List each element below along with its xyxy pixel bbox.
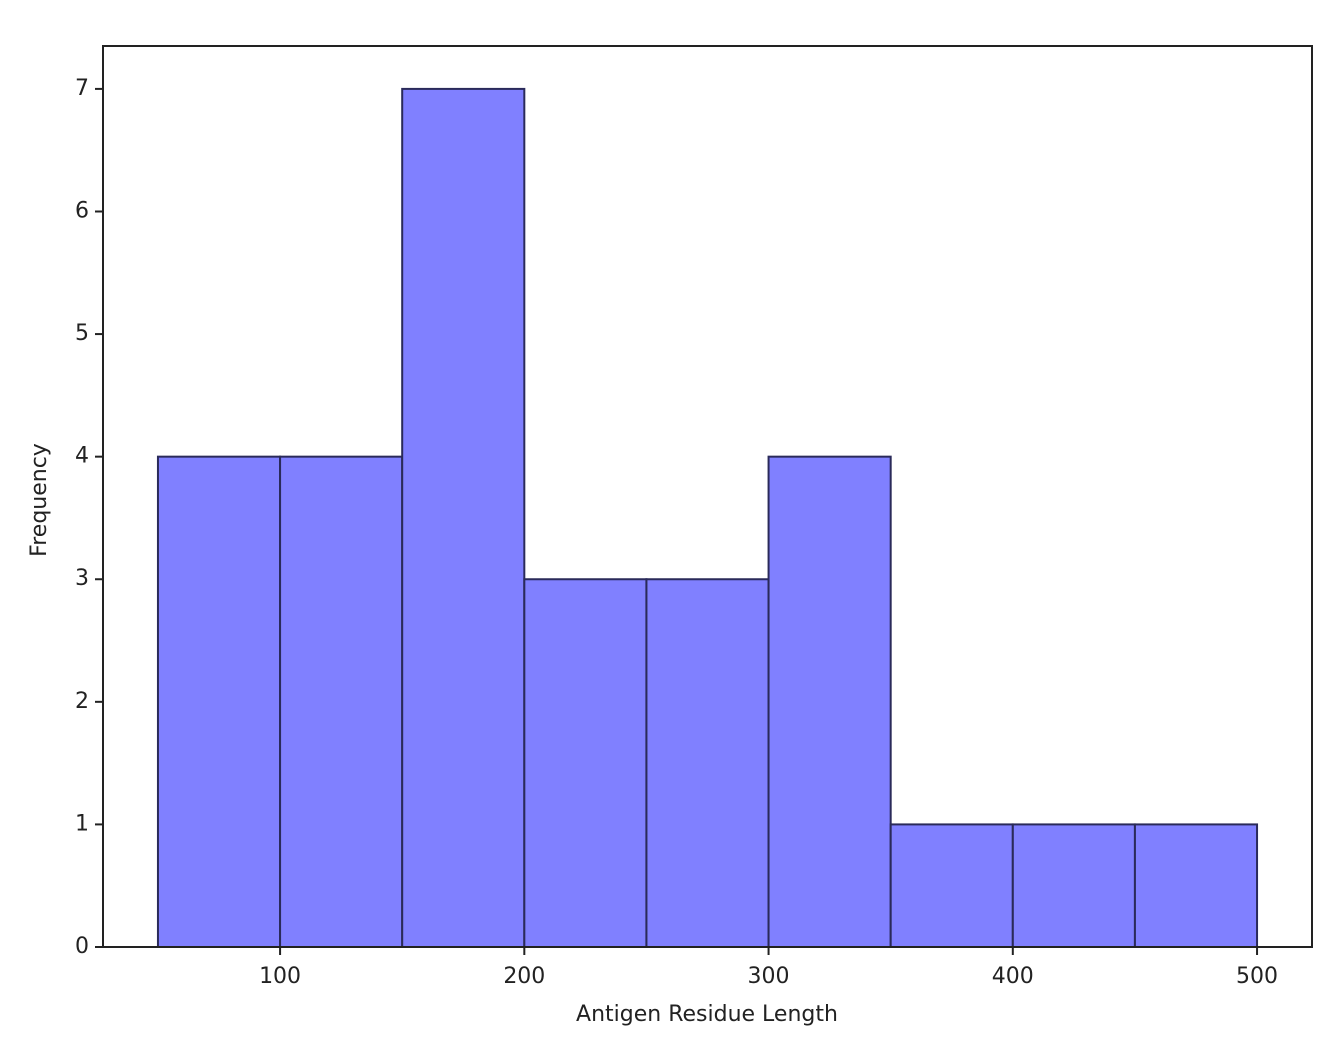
x-tick-label: 200	[503, 964, 545, 989]
y-tick-label: 3	[75, 566, 89, 591]
x-tick-label: 300	[748, 964, 790, 989]
bar	[767, 455, 892, 948]
y-tick-label: 4	[75, 444, 89, 469]
bar	[401, 87, 526, 948]
x-axis-label: Antigen Residue Length	[576, 1002, 838, 1027]
y-tick-label: 0	[75, 934, 89, 959]
y-tick-label: 1	[75, 811, 89, 836]
bar	[523, 578, 648, 948]
bar	[889, 823, 1014, 949]
y-tick-label: 7	[75, 76, 89, 101]
bar	[156, 455, 282, 948]
bar	[645, 578, 770, 948]
bar	[1011, 823, 1136, 949]
y-tick-label: 6	[75, 198, 89, 223]
x-tick-label: 100	[259, 964, 301, 989]
y-tick-label: 2	[75, 689, 89, 714]
plot-frame	[102, 45, 1313, 948]
y-axis-label: Frequency	[27, 443, 52, 557]
x-tick-label: 400	[992, 964, 1034, 989]
bar	[1133, 823, 1259, 949]
x-tick-label: 500	[1236, 964, 1278, 989]
bar	[279, 455, 404, 948]
y-tick-label: 5	[75, 321, 89, 346]
